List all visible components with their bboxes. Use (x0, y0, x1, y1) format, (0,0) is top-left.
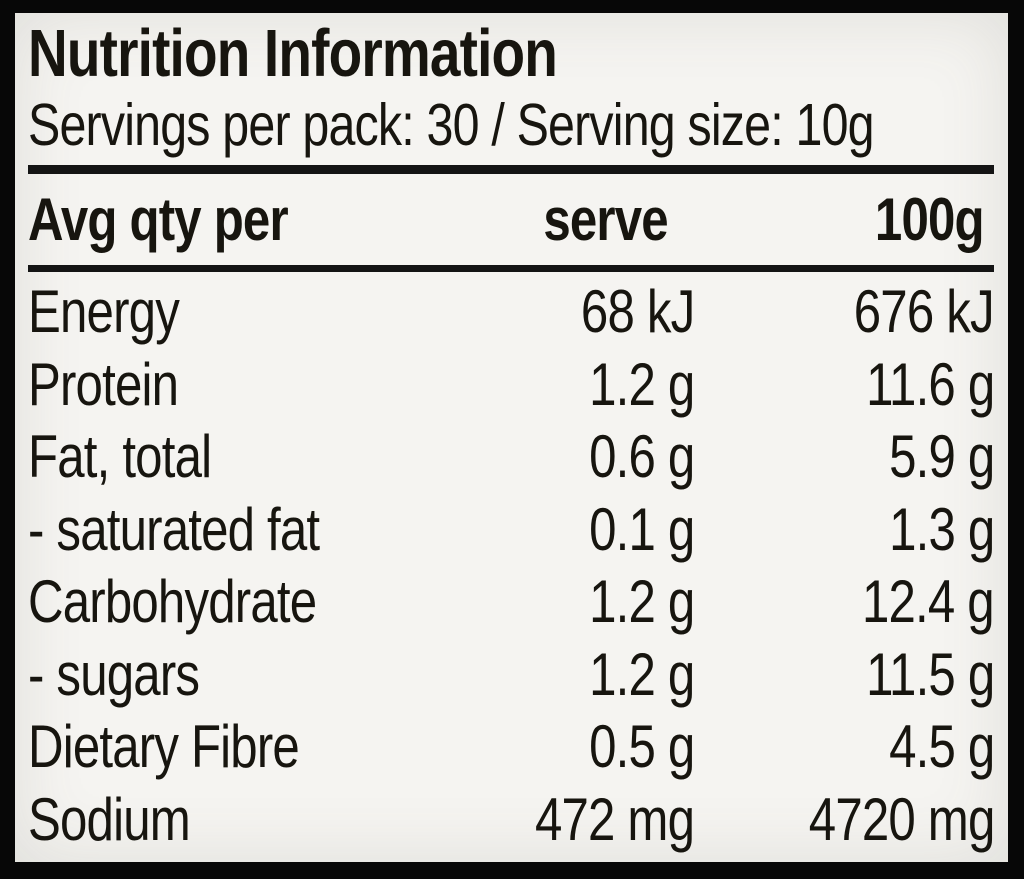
nutrient-name: Energy (28, 278, 180, 346)
nutrition-panel: Nutrition Information Servings per pack:… (15, 13, 1008, 862)
per-serve-value: 1.2 g (588, 350, 695, 418)
per-100g-value: 1.3 g (888, 495, 995, 563)
table-row: Dietary Fibre 0.5 g 4.5 g (28, 713, 995, 781)
nutrient-name: - sugars (28, 640, 200, 708)
nutrient-name: Fat, total (28, 423, 212, 491)
per-100g-value: 11.6 g (865, 350, 995, 418)
panel-title-text: Nutrition Information (28, 16, 558, 91)
per-serve-value: 1.2 g (588, 640, 695, 708)
header-100g: 100g (875, 185, 985, 253)
per-100g-value: 11.5 g (865, 640, 995, 708)
table-header-row: Avg qty per serve 100g (28, 174, 994, 265)
per-100g-value: 4.5 g (888, 713, 995, 781)
table-row: Carbohydrate 1.2 g 12.4 g (28, 568, 995, 636)
nutrient-name: Sodium (28, 785, 191, 853)
per-100g-value: 4720 mg (808, 785, 995, 853)
per-serve-value: 1.2 g (588, 568, 695, 636)
servings-line: Servings per pack: 30 / Serving size: 10… (28, 93, 994, 157)
table-row: Fat, total 0.6 g 5.9 g (28, 423, 995, 491)
per-serve-value: 68 kJ (580, 278, 694, 346)
per-serve-value: 0.1 g (588, 495, 695, 563)
table-row: Protein 1.2 g 11.6 g (28, 350, 995, 418)
nutrient-name: Dietary Fibre (28, 713, 300, 781)
divider-top (28, 165, 994, 174)
header-avg-qty-per: Avg qty per (28, 185, 289, 253)
nutrient-name: Carbohydrate (28, 568, 317, 636)
per-serve-value: 472 mg (534, 785, 695, 853)
divider-header (28, 265, 994, 272)
per-100g-value: 5.9 g (888, 423, 995, 491)
panel-title: Nutrition Information (28, 15, 994, 93)
table-row: Sodium 472 mg 4720 mg (28, 785, 995, 853)
table-row: - saturated fat 0.1 g 1.3 g (28, 495, 995, 563)
per-serve-value: 0.5 g (588, 713, 695, 781)
per-serve-value: 0.6 g (588, 423, 695, 491)
per-100g-value: 12.4 g (862, 568, 995, 636)
per-100g-value: 676 kJ (853, 278, 995, 346)
servings-line-text: Servings per pack: 30 / Serving size: 10… (28, 92, 875, 158)
nutrient-name: - saturated fat (28, 495, 320, 563)
table-row: - sugars 1.2 g 11.5 g (28, 640, 995, 708)
header-serve: serve (543, 185, 669, 253)
table-row: Energy 68 kJ 676 kJ (28, 278, 995, 346)
nutrient-name: Protein (28, 350, 179, 418)
table-body: Energy 68 kJ 676 kJ Protein 1.2 g 11.6 g… (28, 272, 995, 862)
